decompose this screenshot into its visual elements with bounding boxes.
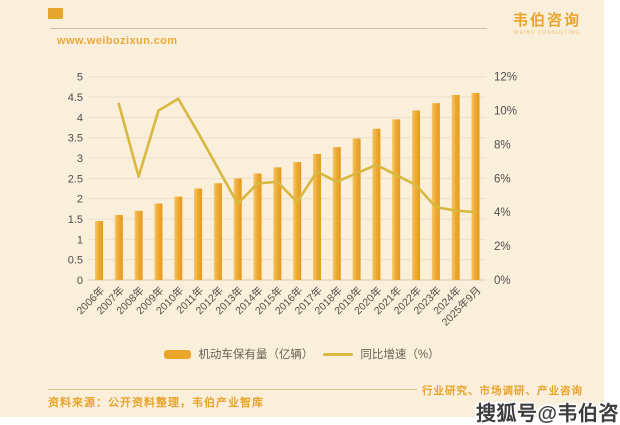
sohu-watermark: 搜狐号@韦伯咨询 [476,403,620,425]
bar-2023年 [431,103,440,280]
gridlines [88,76,486,281]
bar-2016年 [293,162,302,280]
bar-2006年 [95,221,103,280]
right-axis-tick: 4% [494,207,511,219]
legend-label-line: 同比增速（%） [360,349,440,361]
bar-2017年 [312,153,321,280]
bar-2020年 [372,128,381,280]
bar-swatch-icon [164,349,192,359]
services-note: 行业研究、市场调研、产业咨询 [422,385,583,397]
growth-rate-line [117,97,477,214]
right-axis-tick: 12% [494,72,517,84]
left-axis-tick: 2 [77,194,83,206]
bar-2010年 [174,196,183,280]
left-axis-tick: 0.5 [68,255,83,267]
bar-2024年 [451,94,460,280]
bar-2022年 [412,110,421,280]
brand-subtitle: WEIBO CONSULTING [513,30,581,36]
bar-2014年 [253,173,262,280]
left-axis-tick: 3 [77,153,83,165]
left-axis-tick: 5 [77,72,83,84]
chart-legend: 机动车保有量（亿辆） 同比增速（%） [0,346,604,362]
infographic-panel: www.weibozixun.com 韦伯咨询 WEIBO CONSULTING… [0,0,604,417]
bar-2021年 [392,119,401,280]
data-source-note: 资料来源：公开资料整理，韦伯产业智库 [48,397,264,409]
line-swatch-icon [323,352,354,356]
line-series [117,97,477,214]
left-axis-tick: 1 [77,234,83,246]
left-axis-tick: 4 [77,112,83,124]
brand-name: 韦伯咨询 [512,12,581,29]
bar-2011年 [194,188,203,280]
bar-2009年 [154,203,163,280]
bar-2025年9月 [471,92,480,280]
right-axis-tick: 2% [494,241,511,253]
legend-item-bars: 机动车保有量（亿辆） [164,346,313,362]
legend-item-line: 同比增速（%） [323,346,440,362]
right-axis-tick: 6% [494,173,511,185]
bar-2019年 [352,138,361,280]
bar-2018年 [332,147,341,280]
brand-logo-icon [48,8,63,19]
footer-divider [48,389,417,390]
axes: 00.511.522.533.544.550%2%4%6%8%10%12%200… [68,72,517,329]
bar-2012年 [213,183,222,280]
right-axis-tick: 0% [494,275,511,287]
right-axis-tick: 8% [494,139,511,151]
combo-chart: 00.511.522.533.544.550%2%4%6%8%10%12%200… [68,72,517,329]
left-axis-tick: 4.5 [68,92,83,104]
left-axis-tick: 1.5 [68,214,83,226]
bar-2007年 [114,214,123,280]
bar-2013年 [233,178,242,280]
left-axis-tick: 0 [77,275,83,287]
right-axis-tick: 10% [494,106,517,118]
header-divider [50,28,487,29]
bar-series [95,92,480,280]
bar-2008年 [134,210,143,280]
left-axis-tick: 3.5 [68,133,83,145]
brand-block: 韦伯咨询 WEIBO CONSULTING [492,12,602,37]
left-axis-tick: 2.5 [68,173,83,185]
bar-2015年 [273,167,282,280]
website-url: www.weibozixun.com [57,35,178,47]
legend-label-bars: 机动车保有量（亿辆） [198,349,314,361]
